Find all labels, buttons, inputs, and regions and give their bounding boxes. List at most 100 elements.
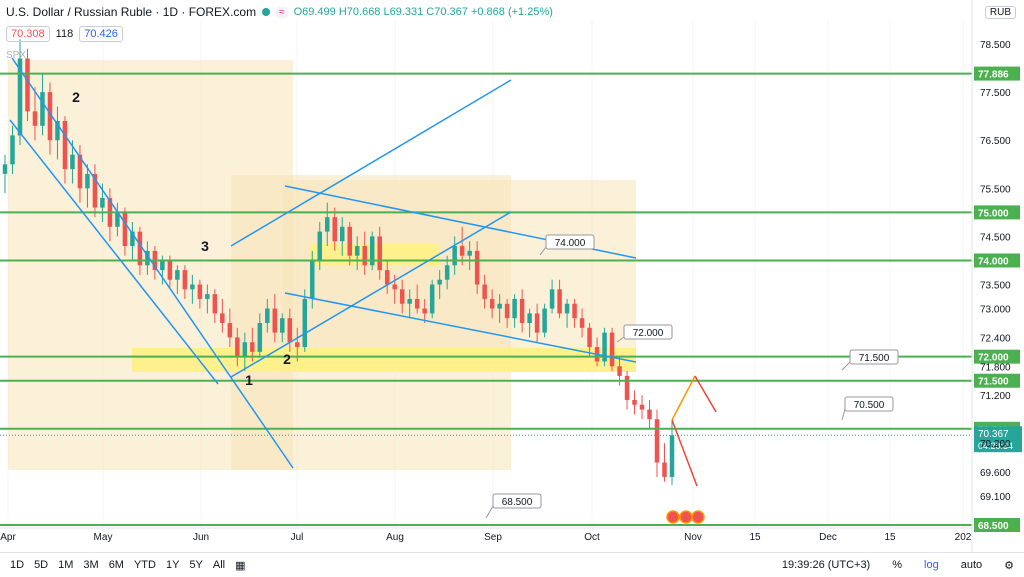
overlay-label[interactable]: SPX (6, 50, 27, 61)
ohlc-readout: O69.499 H70.668 L69.331 C70.367 +0.868 (… (293, 6, 553, 18)
candle-body (579, 318, 585, 328)
price-chart[interactable]: 77.886 75.000 74.000 72.000 71.500 70.500 68.5… (0, 0, 1024, 552)
level-tag-bg (974, 205, 1020, 220)
candle-body (205, 294, 210, 299)
candle (579, 308, 585, 338)
candle (130, 222, 135, 261)
range-1m[interactable]: 1M (58, 559, 74, 571)
candle-body (55, 121, 60, 141)
candle (257, 313, 263, 357)
candle-body (212, 294, 218, 314)
percent-toggle[interactable]: % (892, 558, 903, 571)
projection-arrow (671, 419, 698, 487)
range-3m[interactable]: 3M (83, 559, 99, 571)
candle-body (392, 284, 397, 290)
range-5d[interactable]: 5D (34, 559, 49, 571)
economic-event-icon (691, 510, 705, 524)
candle-body (572, 303, 577, 319)
currency-selector[interactable]: RUB (984, 6, 1016, 19)
last-price-label: 70.367 (978, 429, 1009, 440)
candle-body (534, 313, 540, 333)
candle (339, 217, 345, 256)
time-tick-label: Sep (484, 532, 502, 543)
time-tick-label: Jul (291, 532, 304, 543)
bid-price[interactable]: 70.308 (6, 26, 50, 42)
candle-body (504, 303, 510, 319)
candle (489, 289, 495, 319)
candle (47, 82, 53, 155)
range-5y[interactable]: 5Y (189, 559, 203, 571)
candle-body (512, 298, 517, 319)
candle-body (407, 298, 412, 304)
candle (190, 274, 195, 304)
ask-price[interactable]: 70.426 (79, 26, 123, 42)
auto-toggle[interactable]: auto (960, 558, 983, 571)
candle-body (354, 246, 360, 256)
candle (624, 371, 630, 410)
candle (429, 279, 435, 319)
range-1d[interactable]: 1D (10, 559, 25, 571)
candle (220, 298, 225, 333)
price-tick-label: 74.500 (980, 232, 1011, 243)
candle (115, 202, 120, 237)
candle (212, 289, 218, 323)
candle-body (482, 284, 487, 299)
candle (609, 327, 615, 372)
candle-body (257, 323, 263, 352)
level-tag-bg (974, 518, 1020, 532)
candle (369, 231, 375, 271)
wave-icon: ≈ (276, 6, 288, 18)
candle (2, 154, 8, 194)
candle-body (369, 236, 375, 266)
candle (647, 399, 652, 429)
candle-body (302, 298, 308, 348)
candle-body (362, 246, 367, 266)
annotation-leader (841, 361, 851, 371)
candle-body (167, 260, 173, 280)
candle (414, 284, 420, 314)
candle (474, 241, 480, 295)
channel-line (284, 292, 637, 363)
level-tag-label: 75.000 (978, 208, 1009, 219)
level-tag-label: 68.500 (978, 521, 1009, 532)
annotation-leader (485, 505, 494, 519)
range-all[interactable]: All (212, 559, 226, 571)
wave-label: 1 (245, 372, 253, 388)
range-ytd[interactable]: YTD (133, 559, 156, 571)
range-1y[interactable]: 1Y (165, 559, 180, 571)
settings-gear-icon[interactable]: ⚙ (1004, 559, 1014, 572)
candle-body (452, 246, 457, 266)
chart-header: U.S. Dollar / Russian Ruble · 1D · FOREX… (6, 5, 553, 19)
candle-body (437, 279, 442, 285)
annotation-box (623, 324, 673, 340)
candle-body (624, 375, 630, 400)
candle-body (197, 284, 203, 299)
price-tick-label: 71.800 (980, 362, 1011, 373)
annotation-box (492, 493, 542, 509)
candle-body (489, 298, 495, 309)
candle-body (377, 236, 382, 271)
candle-body (399, 289, 405, 304)
candle-body (47, 92, 53, 141)
candle-body (332, 217, 338, 242)
bid-ask-row: 70.308 118 70.426 (6, 26, 123, 42)
annotation-label: 71.500 (859, 353, 890, 364)
overlays-layer: 74.000 72.000 71.500 70.500 68.500 2 3 1 2 (9, 57, 899, 524)
clock[interactable]: 19:39:26 (UTC+3) (781, 558, 871, 571)
symbol-title[interactable]: U.S. Dollar / Russian Ruble · 1D · FOREX… (6, 5, 257, 19)
calendar-icon[interactable]: ▦ (235, 559, 246, 572)
range-6m[interactable]: 6M (108, 559, 124, 571)
candle (654, 409, 660, 477)
log-toggle[interactable]: log (924, 558, 939, 571)
candle-body (25, 58, 30, 112)
candle (122, 207, 128, 256)
candle-body (40, 92, 45, 126)
candle-body (122, 212, 128, 247)
candle-body (77, 154, 83, 189)
candle (242, 332, 248, 372)
time-tick-label: 202 (955, 532, 972, 543)
candle-body (347, 226, 352, 256)
resistance-band (310, 244, 440, 266)
annotation-box (844, 396, 894, 412)
candle (55, 106, 60, 160)
